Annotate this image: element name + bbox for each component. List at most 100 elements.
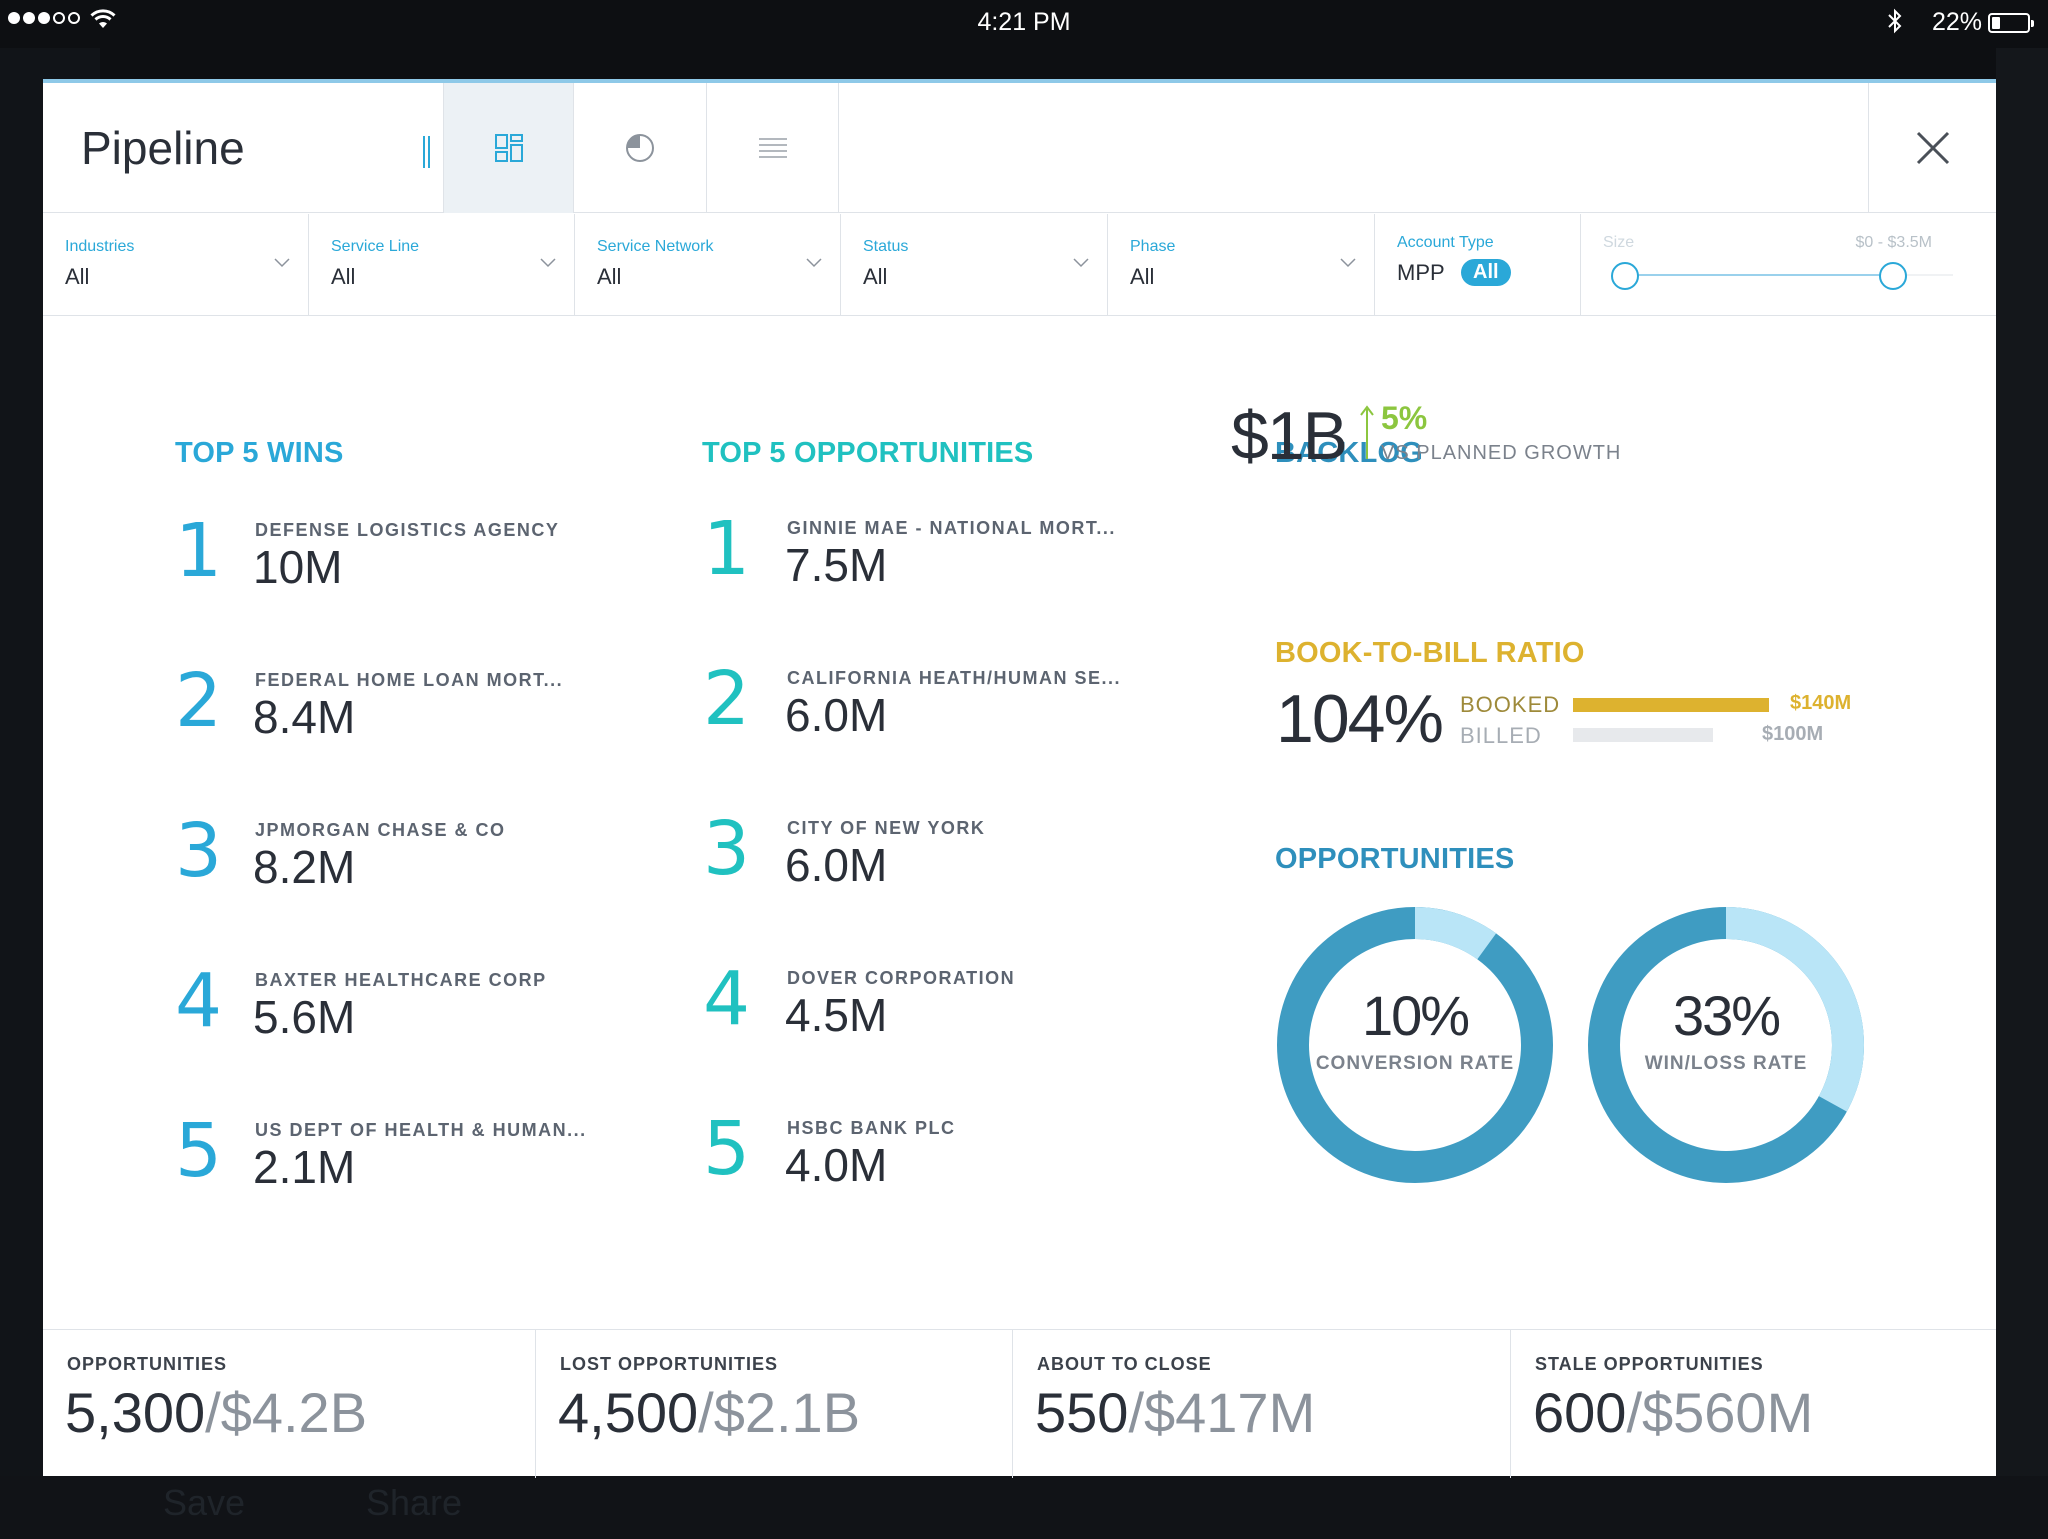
stat-opportunities[interactable]: OPPORTUNITIES 5,300/$4.2B: [43, 1330, 536, 1478]
billed-value: $100M: [1762, 723, 1824, 745]
filter-label: Size: [1603, 234, 1635, 251]
stat-label: ABOUT TO CLOSE: [1037, 1354, 1212, 1374]
background-share-button: Share: [366, 1482, 463, 1523]
item-value: 6.0M: [785, 689, 888, 741]
filter-label: Phase: [1130, 238, 1176, 255]
list-item[interactable]: 2 FEDERAL HOME LOAN MORT... 8.4M: [175, 664, 575, 760]
item-name: US DEPT OF HEALTH & HUMAN...: [255, 1120, 587, 1140]
filter-value: All: [1130, 264, 1155, 289]
list-item[interactable]: 5 HSBC BANK PLC 4.0M: [703, 1112, 1103, 1208]
conversion-rate-value: 10%: [1361, 984, 1470, 1047]
top-wins-title: TOP 5 WINS: [175, 437, 344, 469]
filter-label: Service Network: [597, 238, 714, 255]
stat-about-to-close[interactable]: ABOUT TO CLOSE 550/$417M: [1013, 1330, 1511, 1478]
size-slider-track-remainder: [1893, 274, 1953, 276]
item-name: FEDERAL HOME LOAN MORT...: [255, 670, 564, 690]
size-slider-min-handle[interactable]: [1611, 262, 1639, 290]
backlog-value: $1B: [1231, 398, 1348, 474]
tab-chart[interactable]: [573, 83, 706, 213]
filter-service-line[interactable]: Service Line All: [309, 214, 575, 316]
filter-bar: Industries All Service Line All Service …: [43, 214, 1996, 316]
filter-size: Size $0 - $3.5M: [1581, 214, 1996, 316]
stat-value: 5,300/$4.2B: [65, 1381, 368, 1444]
filter-status[interactable]: Status All: [841, 214, 1108, 316]
win-loss-rate-label: WIN/LOSS RATE: [1644, 1053, 1808, 1074]
stat-label: OPPORTUNITIES: [67, 1354, 228, 1374]
filter-value: All: [65, 264, 90, 289]
stat-value: 4,500/$2.1B: [558, 1381, 861, 1444]
list-item[interactable]: 5 US DEPT OF HEALTH & HUMAN... 2.1M: [175, 1114, 585, 1210]
donut-segment: [1588, 907, 1864, 1183]
filter-industries[interactable]: Industries All: [43, 214, 309, 316]
list-item[interactable]: 1 GINNIE MAE - NATIONAL MORT... 7.5M: [703, 512, 1114, 608]
size-slider-max-handle[interactable]: [1879, 262, 1907, 290]
billed-label: BILLED: [1460, 723, 1542, 748]
background-toolbar: Save Share: [0, 1476, 2048, 1539]
stat-label: LOST OPPORTUNITIES: [560, 1354, 779, 1374]
rank: 5: [703, 1106, 751, 1192]
win-loss-rate-value: 33%: [1672, 984, 1781, 1047]
item-name: CALIFORNIA HEATH/HUMAN SE...: [787, 668, 1121, 688]
item-value: 7.5M: [785, 539, 888, 591]
filter-label: Account Type: [1397, 234, 1494, 251]
item-value: 6.0M: [785, 839, 888, 891]
rank: 1: [703, 506, 751, 592]
win-loss-rate-donut: 33% WIN/LOSS RATE: [1586, 905, 1866, 1185]
pie-chart-icon: [626, 134, 654, 162]
rank: 3: [175, 808, 223, 894]
drag-handle-icon[interactable]: [423, 136, 430, 168]
status-bar: 4:21 PM 22%: [0, 0, 2048, 46]
list-item[interactable]: 4 BAXTER HEALTHCARE CORP 5.6M: [175, 964, 575, 1060]
booked-label: BOOKED: [1460, 692, 1561, 717]
chevron-down-icon: [1340, 258, 1356, 268]
conversion-rate-donut: 10% CONVERSION RATE: [1275, 905, 1555, 1185]
account-type-all-toggle[interactable]: All: [1461, 259, 1511, 286]
filter-service-network[interactable]: Service Network All: [575, 214, 841, 316]
battery-icon: [1988, 13, 2034, 33]
top-opportunities-title: TOP 5 OPPORTUNITIES: [702, 437, 1034, 469]
book-to-bill-ratio: 104%: [1276, 681, 1444, 757]
close-button[interactable]: [1868, 83, 1996, 213]
size-slider-track[interactable]: [1623, 274, 1893, 276]
item-name: BAXTER HEALTHCARE CORP: [255, 970, 547, 990]
item-value: 4.0M: [785, 1139, 888, 1191]
pipeline-modal: Pipeline: [43, 79, 1996, 1476]
stat-value: 600/$560M: [1533, 1381, 1814, 1444]
list-item[interactable]: 3 CITY OF NEW YORK 6.0M: [703, 812, 1103, 908]
filter-value: All: [597, 264, 622, 289]
list-item[interactable]: 4 DOVER CORPORATION 4.5M: [703, 962, 1103, 1058]
rank: 2: [703, 656, 751, 742]
chevron-down-icon: [806, 258, 822, 268]
item-value: 2.1M: [253, 1141, 356, 1193]
book-to-bill-title: BOOK-TO-BILL RATIO: [1275, 637, 1585, 669]
rank: 4: [175, 958, 223, 1044]
list-item[interactable]: 2 CALIFORNIA HEATH/HUMAN SE... 6.0M: [703, 662, 1120, 758]
list-item[interactable]: 3 JPMORGAN CHASE & CO 8.2M: [175, 814, 575, 910]
list-icon: [758, 138, 787, 158]
clock: 4:21 PM: [977, 8, 1071, 36]
stat-lost-opportunities[interactable]: LOST OPPORTUNITIES 4,500/$2.1B: [536, 1330, 1013, 1478]
filter-value: MPP: [1397, 260, 1445, 285]
item-name: JPMORGAN CHASE & CO: [255, 820, 506, 840]
rank: 3: [703, 806, 751, 892]
rank: 1: [175, 508, 223, 594]
rank: 5: [175, 1108, 223, 1194]
stat-stale-opportunities[interactable]: STALE OPPORTUNITIES 600/$560M: [1511, 1330, 1996, 1478]
list-item[interactable]: 1 DEFENSE LOGISTICS AGENCY 10M: [175, 514, 575, 610]
filter-value: All: [331, 264, 356, 289]
tab-dashboard[interactable]: [443, 83, 573, 213]
summary-stats-bar: OPPORTUNITIES 5,300/$4.2B LOST OPPORTUNI…: [43, 1329, 1996, 1478]
chevron-down-icon: [540, 258, 556, 268]
filter-phase[interactable]: Phase All: [1108, 214, 1375, 316]
rank: 2: [175, 658, 223, 744]
item-name: GINNIE MAE - NATIONAL MORT...: [787, 518, 1116, 538]
close-icon: [1916, 131, 1949, 165]
item-name: DOVER CORPORATION: [787, 968, 1016, 988]
rank: 4: [703, 956, 751, 1042]
opportunities-title: OPPORTUNITIES: [1275, 843, 1515, 875]
item-value: 8.2M: [253, 841, 356, 893]
item-name: DEFENSE LOGISTICS AGENCY: [255, 520, 560, 540]
item-value: 8.4M: [253, 691, 356, 743]
item-value: 10M: [253, 541, 343, 593]
tab-list[interactable]: [706, 83, 839, 213]
